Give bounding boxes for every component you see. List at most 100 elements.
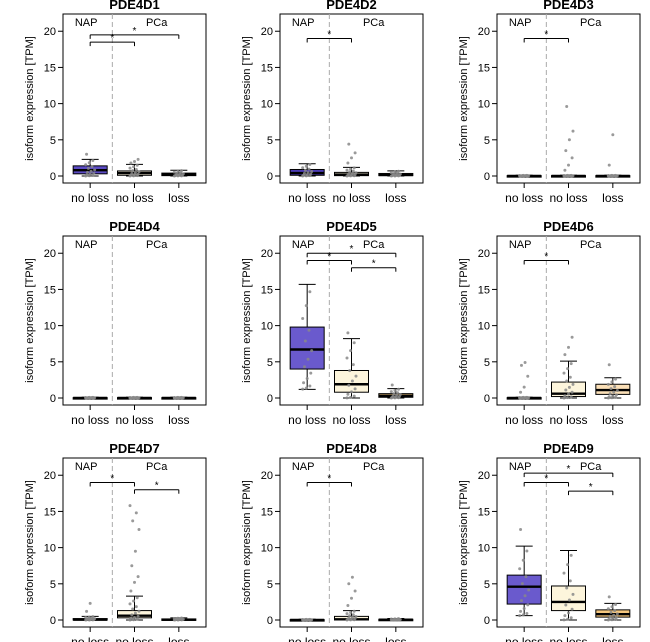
box-0 [506,173,542,178]
data-point [304,617,308,621]
data-point [525,173,529,177]
significance-bracket: * [523,29,569,43]
data-point [521,613,525,617]
panel-title: PDE4D5 [326,219,377,234]
data-point [87,395,91,399]
group-label-pca: PCa [580,461,602,473]
data-point [349,167,353,171]
x-tick-label: no loss [288,635,326,642]
y-tick-label: 5 [50,357,56,369]
group-label-pca: PCa [363,461,385,473]
data-point [346,604,350,608]
y-tick-label: 5 [484,135,490,147]
x-tick-label: loss [168,635,189,642]
data-point [347,383,351,387]
data-point [132,395,136,399]
data-point [303,168,307,172]
data-point [347,142,351,146]
data-point [523,594,527,598]
data-point [565,379,569,383]
data-point [607,363,611,367]
data-point [308,163,312,167]
x-tick-label: no loss [115,191,153,205]
data-point [88,172,92,176]
panel-pde4d4: PDE4D4 0 5 10 15 20 isoform expression [TPM] no… [24,219,207,427]
data-point [350,615,354,619]
y-tick-label: 0 [50,615,56,627]
data-point [133,611,137,615]
data-point [571,382,575,386]
data-point [519,363,523,367]
data-point [309,371,313,375]
data-point [568,375,572,379]
data-point [129,161,133,165]
data-point [566,617,570,621]
y-axis-label: isoform expression [TPM] [24,36,36,161]
group-label-nap: NAP [75,17,98,29]
group-label-pca: PCa [363,17,385,29]
data-point [566,563,570,567]
data-point [568,579,572,583]
box-2 [595,363,631,400]
data-point [564,149,568,153]
data-point [522,606,526,610]
data-point [567,611,570,615]
data-point [301,316,305,320]
data-point [130,564,134,568]
data-point [93,617,97,621]
significance-bracket: * [306,473,352,487]
data-point [563,394,567,398]
box-1 [551,550,586,622]
x-tick-label: no loss [549,191,587,205]
data-point [304,304,308,308]
data-point [307,328,311,332]
data-point [128,504,132,508]
data-point [345,356,349,360]
data-point [301,166,305,170]
data-point [570,335,574,339]
y-tick-label: 20 [478,248,490,260]
data-point [614,377,618,381]
group-label-nap: NAP [292,461,315,473]
significance-label: * [155,481,159,492]
panel-title: PDE4D4 [109,219,160,234]
y-tick-label: 20 [478,470,490,482]
data-point [349,610,353,614]
data-point [305,376,309,380]
y-tick-label: 0 [50,171,56,183]
x-tick-label: no loss [332,191,370,205]
data-point [519,390,523,394]
panel-title: PDE4D1 [109,0,160,12]
significance-label: * [327,473,331,484]
box-0 [506,361,542,400]
data-point [350,596,353,600]
data-point [608,392,612,396]
data-point [345,168,349,172]
y-tick-label: 15 [44,506,56,518]
y-tick-label: 20 [261,248,273,260]
y-axis-label: isoform expression [TPM] [24,480,36,605]
data-point [87,615,91,619]
data-point [615,612,619,616]
data-point [129,617,133,621]
box-2 [378,617,414,622]
x-tick-label: loss [602,191,623,205]
x-tick-label: no loss [288,413,326,427]
y-tick-label: 20 [44,470,56,482]
data-point [566,173,570,177]
y-tick-label: 5 [267,579,273,591]
y-tick-label: 15 [44,284,56,296]
significance-bracket: * [568,482,614,496]
data-point [612,390,616,394]
box-1 [117,395,152,400]
data-point [133,171,137,175]
x-tick-label: no loss [549,413,587,427]
x-tick-label: no loss [505,413,543,427]
x-tick-label: no loss [288,191,326,205]
data-point [611,133,615,137]
data-point [353,387,357,391]
y-tick-label: 15 [44,62,56,74]
y-tick-label: 10 [44,543,56,555]
significance-label: * [544,29,548,40]
